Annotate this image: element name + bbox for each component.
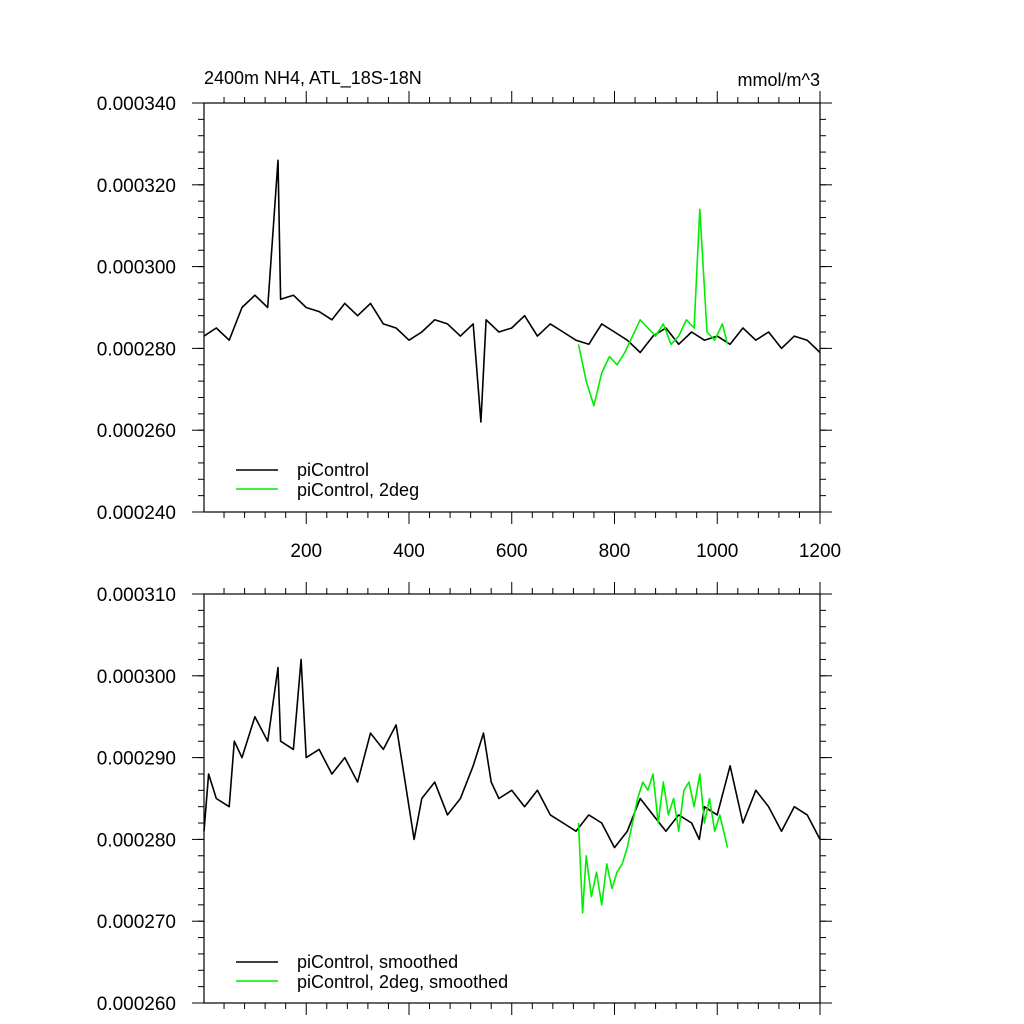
legend-label-picontrol: piControl <box>297 460 369 480</box>
legend-label-picontrol-2deg-smoothed: piControl, 2deg, smoothed <box>297 972 508 992</box>
top-chart-panel: 2400m NH4, ATL_18S-18N mmol/m^3 0.000240… <box>97 68 841 562</box>
top-y-tick-label: 0.000320 <box>97 176 176 197</box>
bottom-plot-frame <box>203 593 821 1004</box>
top-plot-frame <box>203 102 821 513</box>
bottom-y-tick-label: 0.000260 <box>97 994 176 1015</box>
top-axis-ticks: 0.000240 0.000260 0.000280 0.000300 0.000320… <box>97 91 841 562</box>
bottom-y-tick-label: 0.000300 <box>97 667 176 688</box>
top-y-tick-label: 0.000300 <box>97 258 176 279</box>
top-y-tick-label: 0.000340 <box>97 94 176 115</box>
top-x-tick-label: 400 <box>393 541 425 562</box>
bottom-y-tick-label: 0.000290 <box>97 749 176 770</box>
top-series-line-picontrol-2deg <box>577 208 729 407</box>
top-x-tick-label: 600 <box>496 541 528 562</box>
top-series-group <box>203 159 821 423</box>
bottom-y-tick-label: 0.000270 <box>97 912 176 933</box>
top-x-tick-label: 1000 <box>696 541 738 562</box>
bottom-series-group <box>203 658 821 914</box>
top-x-tick-label: 800 <box>599 541 631 562</box>
top-x-tick-label: 1200 <box>799 541 841 562</box>
bottom-series-line-picontrol <box>203 658 821 849</box>
top-series-line-picontrol <box>203 159 821 423</box>
top-y-tick-label: 0.000260 <box>97 421 176 442</box>
bottom-y-tick-label: 0.000310 <box>97 585 176 606</box>
chart-title: 2400m NH4, ATL_18S-18N <box>204 68 422 89</box>
legend-label-picontrol-smoothed: piControl, smoothed <box>297 952 458 972</box>
units-label: mmol/m^3 <box>738 70 820 90</box>
top-y-tick-label: 0.000280 <box>97 339 176 360</box>
legend-label-picontrol-2deg: piControl, 2deg <box>297 480 419 500</box>
top-y-tick-label: 0.000240 <box>97 503 176 524</box>
bottom-chart-panel: 0.000260 0.000270 0.000280 0.000290 0.000300… <box>97 582 832 1015</box>
top-legend: piControl piControl, 2deg <box>236 460 419 500</box>
bottom-y-tick-label: 0.000280 <box>97 830 176 851</box>
bottom-axis-ticks: 0.000260 0.000270 0.000280 0.000290 0.000300… <box>97 582 832 1015</box>
bottom-series-line-picontrol-2deg <box>577 773 729 914</box>
bottom-legend: piControl, smoothed piControl, 2deg, smo… <box>236 952 508 992</box>
top-x-tick-label: 200 <box>290 541 322 562</box>
